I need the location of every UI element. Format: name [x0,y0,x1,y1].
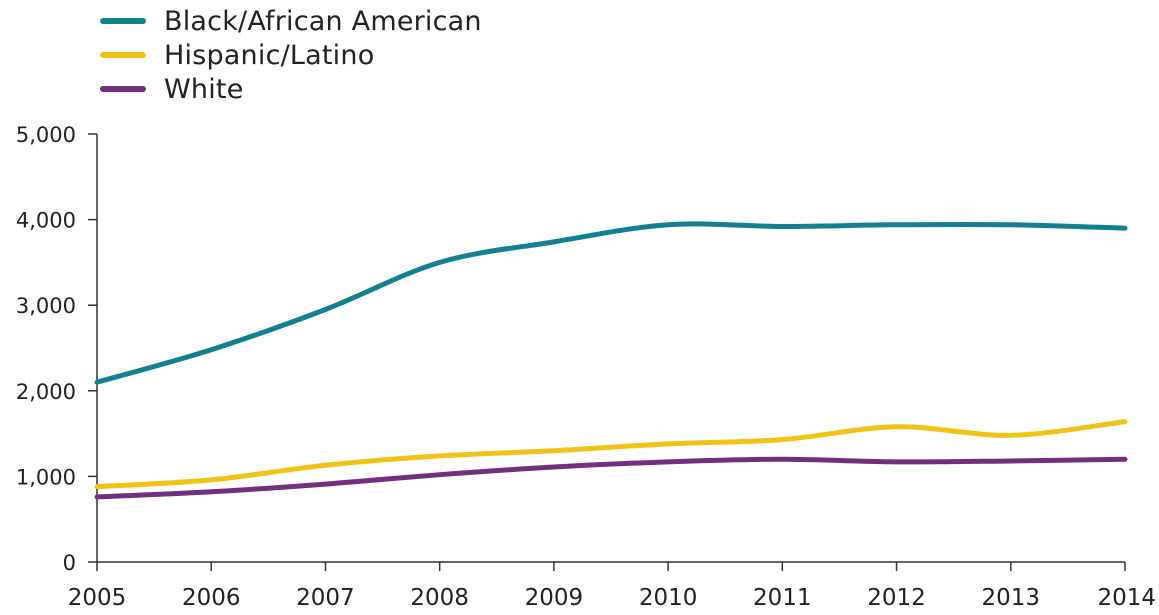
y-tick-label: 2,000 [16,380,76,404]
legend-swatch-hispanic-latino [100,52,146,58]
x-tick-label: 2011 [753,585,812,611]
x-tick-label: 2009 [525,585,584,611]
x-tick-label: 2007 [296,585,355,611]
y-tick-label: 0 [63,551,76,575]
legend-label-black-african-american: Black/African American [164,8,482,35]
legend-item-white: White [100,72,482,106]
series-line-hispanic-latino [97,422,1125,487]
y-tick-label: 3,000 [16,294,76,318]
series-line-black-african-american [97,224,1125,382]
x-tick-label: 2012 [867,585,926,611]
legend-item-black-african-american: Black/African American [100,4,482,38]
x-tick-label: 2005 [68,585,127,611]
y-tick-label: 1,000 [16,465,76,489]
x-tick-label: 2014 [1097,585,1156,611]
legend-swatch-white [100,86,146,92]
x-tick-label: 2010 [639,585,698,611]
x-tick-label: 2006 [182,585,241,611]
series-line-white [97,459,1125,497]
y-tick-label: 5,000 [16,123,76,147]
x-tick-label: 2013 [982,585,1041,611]
legend-label-white: White [164,76,244,103]
legend-label-hispanic-latino: Hispanic/Latino [164,42,374,69]
legend: Black/African American Hispanic/Latino W… [100,4,482,106]
legend-swatch-black-african-american [100,18,146,24]
y-tick-label: 4,000 [16,209,76,233]
x-tick-label: 2008 [410,585,469,611]
legend-item-hispanic-latino: Hispanic/Latino [100,38,482,72]
